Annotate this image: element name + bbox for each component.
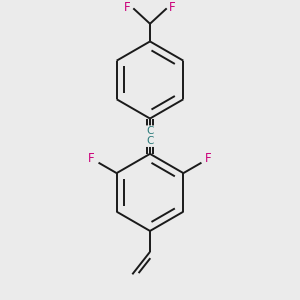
Text: F: F bbox=[88, 152, 95, 165]
Text: F: F bbox=[169, 1, 176, 13]
Text: F: F bbox=[124, 1, 131, 13]
Text: F: F bbox=[205, 152, 212, 165]
Text: C: C bbox=[146, 126, 154, 136]
Text: C: C bbox=[146, 136, 154, 146]
